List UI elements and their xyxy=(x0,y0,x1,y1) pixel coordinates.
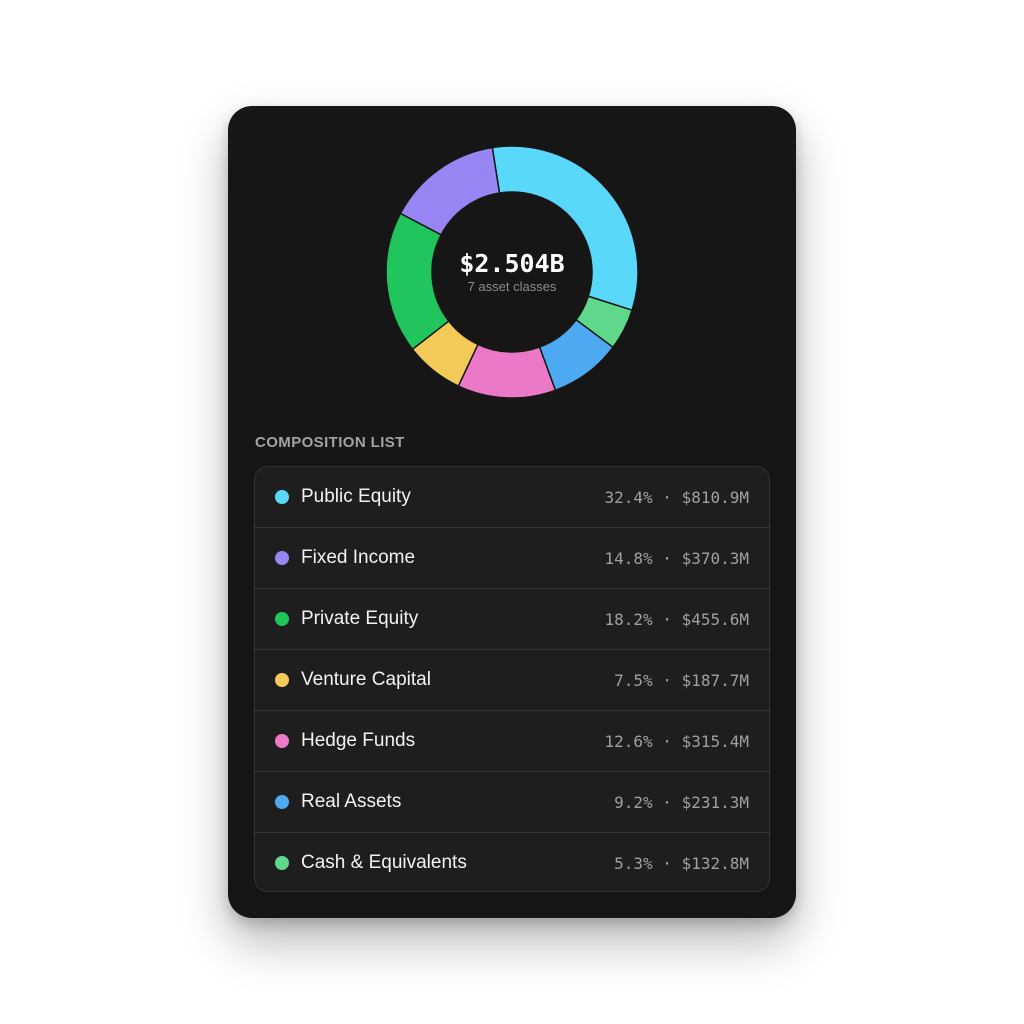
asset-class-name: Private Equity xyxy=(301,608,419,629)
color-dot-icon xyxy=(275,795,289,809)
amount-value: $810.9M xyxy=(681,487,749,507)
donut-slice-fixed-income[interactable] xyxy=(399,146,501,236)
asset-class-values: 18.2% · $455.6M xyxy=(604,610,749,629)
composition-list: Public Equity 32.4% · $810.9M Fixed Income… xyxy=(254,466,770,892)
percent-value: 18.2% xyxy=(604,609,653,629)
color-dot-icon xyxy=(275,734,289,748)
donut-chart xyxy=(384,144,640,400)
asset-class-values: 12.6% · $315.4M xyxy=(604,732,749,751)
percent-value: 7.5% xyxy=(614,670,653,690)
asset-class-values: 32.4% · $810.9M xyxy=(604,488,749,507)
amount-value: $370.3M xyxy=(681,548,749,568)
color-dot-icon xyxy=(275,551,289,565)
separator: · xyxy=(652,487,682,507)
asset-class-values: 14.8% · $370.3M xyxy=(604,549,749,568)
asset-class-values: 7.5% · $187.7M xyxy=(614,671,749,690)
color-dot-icon xyxy=(275,612,289,626)
color-dot-icon xyxy=(275,490,289,504)
asset-class-values: 9.2% · $231.3M xyxy=(614,793,749,812)
amount-value: $132.8M xyxy=(681,853,749,873)
separator: · xyxy=(652,670,682,690)
list-item-hedge-funds[interactable]: Hedge Funds 12.6% · $315.4M xyxy=(255,711,769,772)
section-title: COMPOSITION LIST xyxy=(255,434,405,451)
asset-class-name: Hedge Funds xyxy=(301,730,416,751)
percent-value: 12.6% xyxy=(604,731,653,751)
color-dot-icon xyxy=(275,673,289,687)
list-item-public-equity[interactable]: Public Equity 32.4% · $810.9M xyxy=(255,467,769,528)
amount-value: $231.3M xyxy=(681,792,749,812)
list-item-fixed-income[interactable]: Fixed Income 14.8% · $370.3M xyxy=(255,528,769,589)
asset-class-name: Real Assets xyxy=(301,791,402,812)
asset-class-name: Cash & Equivalents xyxy=(301,852,467,873)
percent-value: 5.3% xyxy=(614,853,653,873)
amount-value: $187.7M xyxy=(681,670,749,690)
color-dot-icon xyxy=(275,856,289,870)
donut-svg xyxy=(385,145,639,399)
list-item-private-equity[interactable]: Private Equity 18.2% · $455.6M xyxy=(255,589,769,650)
amount-value: $315.4M xyxy=(681,731,749,751)
asset-class-values: 5.3% · $132.8M xyxy=(614,854,749,873)
amount-value: $455.6M xyxy=(681,609,749,629)
allocation-card: $2.504B 7 asset classes COMPOSITION LIST… xyxy=(228,106,796,918)
separator: · xyxy=(652,548,682,568)
separator: · xyxy=(652,609,682,629)
percent-value: 14.8% xyxy=(604,548,653,568)
list-item-real-assets[interactable]: Real Assets 9.2% · $231.3M xyxy=(255,772,769,833)
list-item-venture-capital[interactable]: Venture Capital 7.5% · $187.7M xyxy=(255,650,769,711)
separator: · xyxy=(652,853,682,873)
asset-class-name: Fixed Income xyxy=(301,547,416,568)
asset-class-name: Venture Capital xyxy=(301,669,431,690)
percent-value: 9.2% xyxy=(614,792,653,812)
separator: · xyxy=(652,731,682,751)
list-item-cash-equivalents[interactable]: Cash & Equivalents 5.3% · $132.8M xyxy=(255,833,769,891)
percent-value: 32.4% xyxy=(604,487,653,507)
separator: · xyxy=(652,792,682,812)
asset-class-name: Public Equity xyxy=(301,486,411,507)
donut-slice-public-equity[interactable] xyxy=(491,145,639,312)
